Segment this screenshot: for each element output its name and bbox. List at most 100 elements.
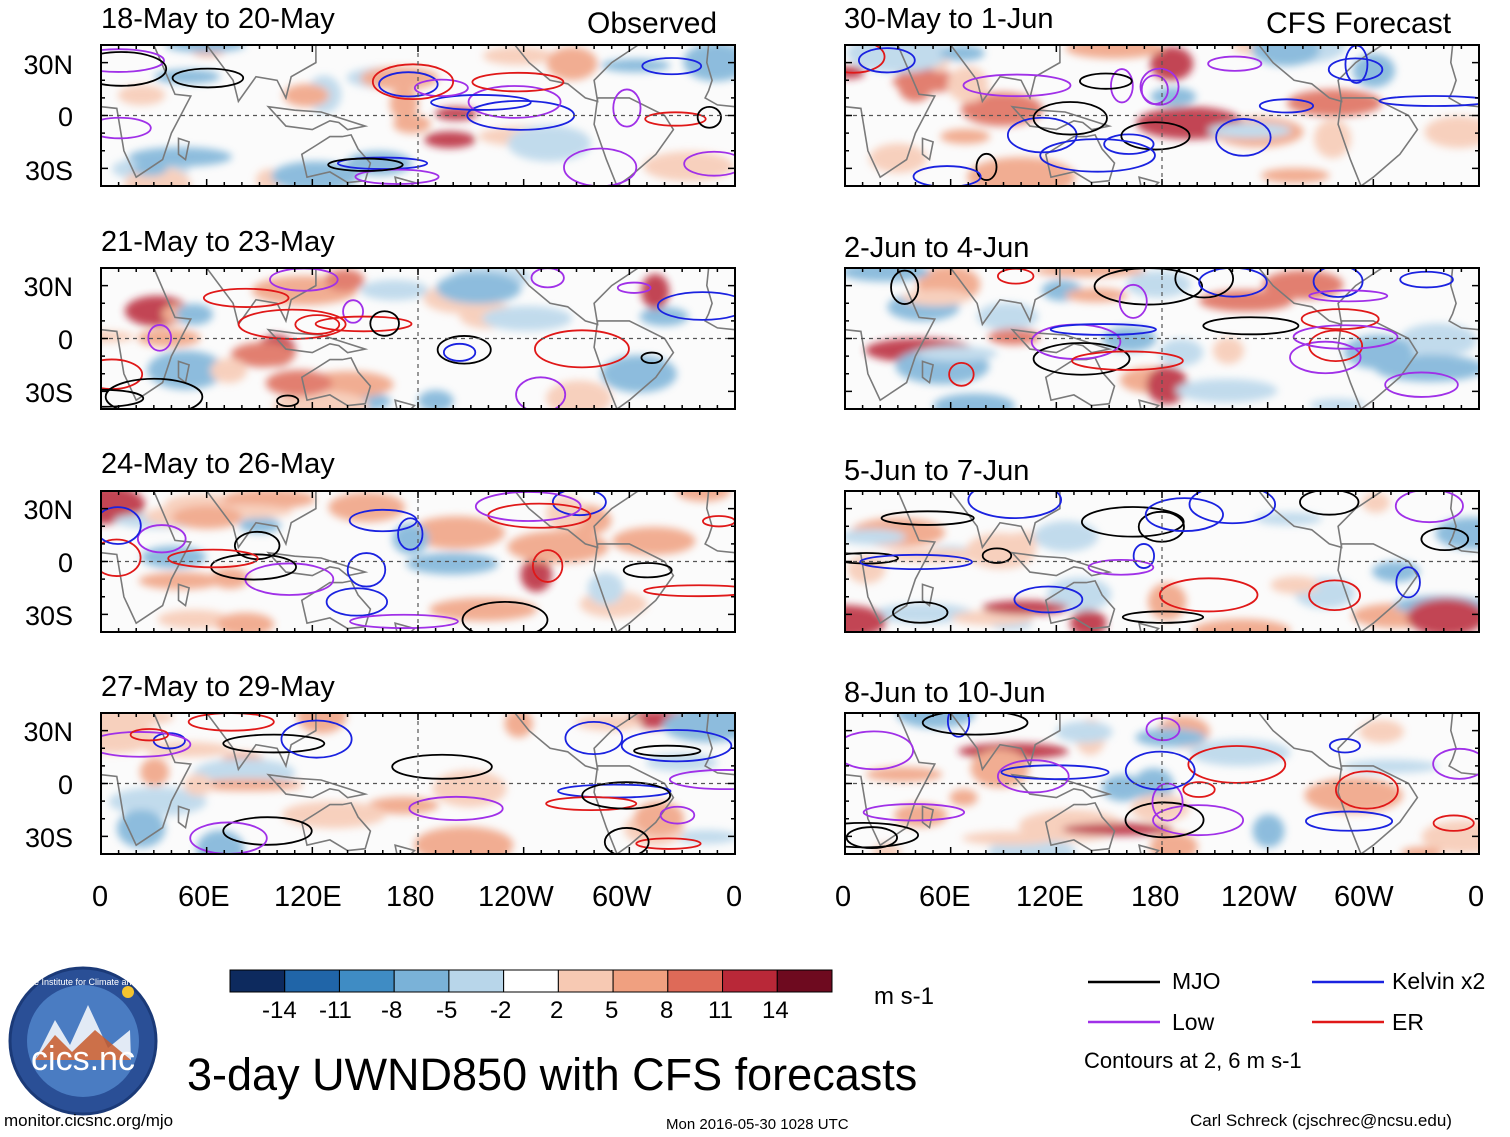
anomaly-contour — [1258, 98, 1315, 114]
continent-outline — [101, 268, 193, 402]
wind-anomaly-shade — [977, 302, 1039, 331]
lon-tick: 60W — [592, 881, 652, 913]
map-panel — [844, 44, 1480, 187]
wind-anomaly-shade — [1070, 609, 1107, 632]
cics-logo: cics.nc Cooperative Institute for Climat… — [0, 966, 176, 1116]
wind-anomaly-shade — [429, 597, 538, 622]
wind-anomaly-shade — [507, 530, 609, 564]
anomaly-contour — [276, 394, 300, 408]
anomaly-contour — [436, 335, 492, 365]
anomaly-contour — [641, 57, 703, 76]
lon-tick: 60E — [919, 881, 971, 913]
wind-anomaly-shade — [1033, 520, 1099, 552]
colorbar-label: 5 — [605, 997, 619, 1024]
anomaly-contour — [551, 491, 607, 517]
anomaly-contour — [1182, 781, 1216, 798]
map-panel — [100, 44, 736, 187]
wind-anomaly-shade — [238, 517, 281, 534]
anomaly-contour — [643, 584, 735, 598]
source-url: monitor.cicsnc.org/mjo — [4, 1111, 174, 1130]
anomaly-contour — [683, 150, 735, 177]
continent-outline — [1010, 551, 1113, 577]
continent-outline — [101, 45, 193, 179]
wind-anomaly-shade — [894, 803, 948, 828]
colorbar-swatch — [448, 969, 505, 993]
wind-anomaly-shade — [1034, 268, 1146, 278]
wind-anomaly-shade — [145, 741, 232, 758]
wind-anomaly-shade — [1286, 89, 1383, 117]
wind-anomaly-shade — [271, 161, 360, 186]
anomaly-contour — [325, 587, 389, 617]
continent-outline — [444, 45, 640, 103]
continent-outline — [1010, 105, 1113, 131]
anomaly-contour — [1103, 133, 1155, 155]
continent-outline — [1044, 579, 1116, 630]
continent-outline — [921, 805, 935, 830]
colorbar-label: 2 — [550, 997, 564, 1024]
anomaly-contour — [346, 552, 387, 588]
anomaly-contour — [1121, 610, 1205, 624]
wind-anomaly-shade — [845, 604, 887, 632]
continent-outline — [906, 713, 1061, 772]
anomaly-contour — [378, 71, 439, 98]
anomaly-contour — [996, 759, 1070, 794]
continent-outline — [1138, 622, 1161, 632]
lon-tick: 120E — [1016, 881, 1084, 913]
continent-outline — [593, 320, 675, 409]
anomaly-contour — [845, 730, 914, 771]
wind-anomaly-shade — [1270, 576, 1320, 594]
continent-outline — [593, 543, 675, 632]
anomaly-contour — [101, 731, 192, 758]
anomaly-contour — [845, 552, 899, 565]
wind-anomaly-shade — [1192, 619, 1291, 632]
lon-tick: 120E — [274, 881, 342, 913]
anomaly-contour — [147, 324, 173, 352]
anomaly-contour — [171, 67, 245, 89]
wind-anomaly-shade — [1314, 119, 1352, 159]
wind-anomaly-shade — [600, 355, 677, 393]
wind-anomaly-shade — [171, 505, 243, 530]
anomaly-contour — [1000, 764, 1110, 781]
anomaly-contour — [656, 291, 735, 321]
anomaly-contour — [1202, 316, 1300, 336]
anomaly-contour — [633, 744, 702, 757]
wind-anomaly-shade — [865, 767, 943, 782]
anomaly-contour — [668, 769, 735, 791]
continent-outline — [1138, 399, 1161, 409]
anomaly-contour — [659, 805, 696, 825]
anomaly-contour — [962, 73, 1072, 98]
wind-anomaly-shade — [1135, 728, 1207, 747]
wind-anomaly-shade — [436, 272, 522, 305]
wind-anomaly-shade — [116, 809, 166, 848]
wind-anomaly-shade — [940, 45, 985, 62]
continent-outline — [921, 360, 935, 385]
anomaly-contour — [515, 376, 567, 409]
anomaly-contour — [294, 314, 341, 335]
wind-anomaly-shade — [1065, 288, 1128, 303]
continent-outline — [177, 583, 191, 608]
anomaly-contour — [967, 491, 1063, 520]
anomaly-contour — [1308, 289, 1389, 303]
lon-tick: 180 — [1131, 881, 1180, 913]
anomaly-contour — [1145, 717, 1181, 742]
anomaly-contour — [1049, 323, 1157, 336]
anomaly-contour — [912, 165, 982, 186]
anomaly-contour — [640, 351, 664, 364]
colorbar-label: -14 — [262, 997, 297, 1024]
figure-title: 3-day UWND850 with CFS forecasts — [187, 1049, 918, 1100]
anomaly-contour — [327, 157, 404, 172]
anomaly-contour — [101, 358, 144, 390]
lat-tick: 30N — [23, 50, 73, 80]
legend — [1088, 980, 1384, 1024]
anomaly-contour — [101, 506, 142, 545]
lat-tick: 30S — [24, 378, 73, 408]
colorbar-swatch — [557, 969, 614, 993]
anomaly-contour — [369, 310, 400, 337]
lat-tick: 30N — [23, 495, 73, 525]
wind-anomaly-shade — [575, 714, 643, 731]
wind-anomaly-shade — [1399, 323, 1477, 358]
colorbar-swatch — [612, 969, 669, 993]
anomaly-contour — [1308, 579, 1361, 612]
continent-outline — [162, 491, 317, 550]
lat-tick: 30S — [24, 823, 73, 853]
